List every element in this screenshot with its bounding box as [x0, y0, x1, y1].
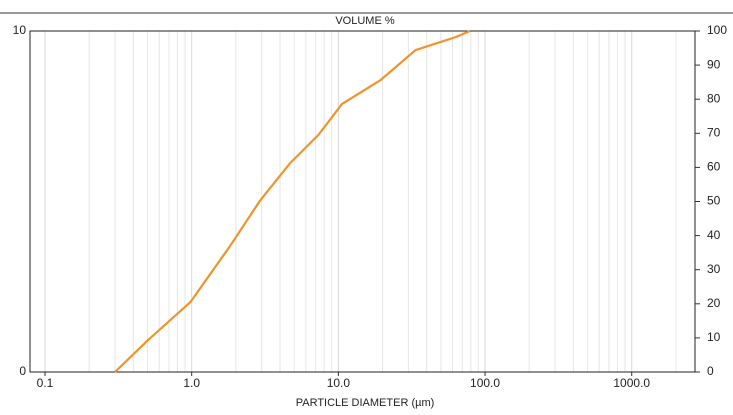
x-tick-label: 100.0	[470, 376, 500, 390]
y2-tick-label: 50	[707, 194, 721, 208]
x-tick-label: 1.0	[183, 376, 200, 390]
y2-tick-label: 10	[707, 330, 721, 344]
y2-tick-label: 60	[707, 160, 721, 174]
x-tick-label: 10.0	[327, 376, 351, 390]
x-tick-label: 0.1	[37, 376, 54, 390]
y2-tick-label: 30	[707, 262, 721, 276]
y2-tick-label: 90	[707, 57, 721, 71]
plot-frame	[29, 30, 696, 373]
y2-tick-label: 80	[707, 91, 721, 105]
y2-tick-label: 20	[707, 296, 721, 310]
y-tick-label: 10	[13, 23, 27, 37]
x-axis-label: PARTICLE DIAMETER (µm)	[296, 397, 435, 409]
x-tick-label: 1000.0	[613, 376, 650, 390]
line-series	[114, 29, 471, 373]
y-tick-label: 0	[19, 364, 26, 378]
y2-tick-label: 100	[707, 23, 727, 37]
y2-tick-label: 70	[707, 125, 721, 139]
y2-tick-label: 0	[707, 364, 714, 378]
y2-tick-label: 40	[707, 228, 721, 242]
chart-title: VOLUME %	[335, 15, 395, 27]
